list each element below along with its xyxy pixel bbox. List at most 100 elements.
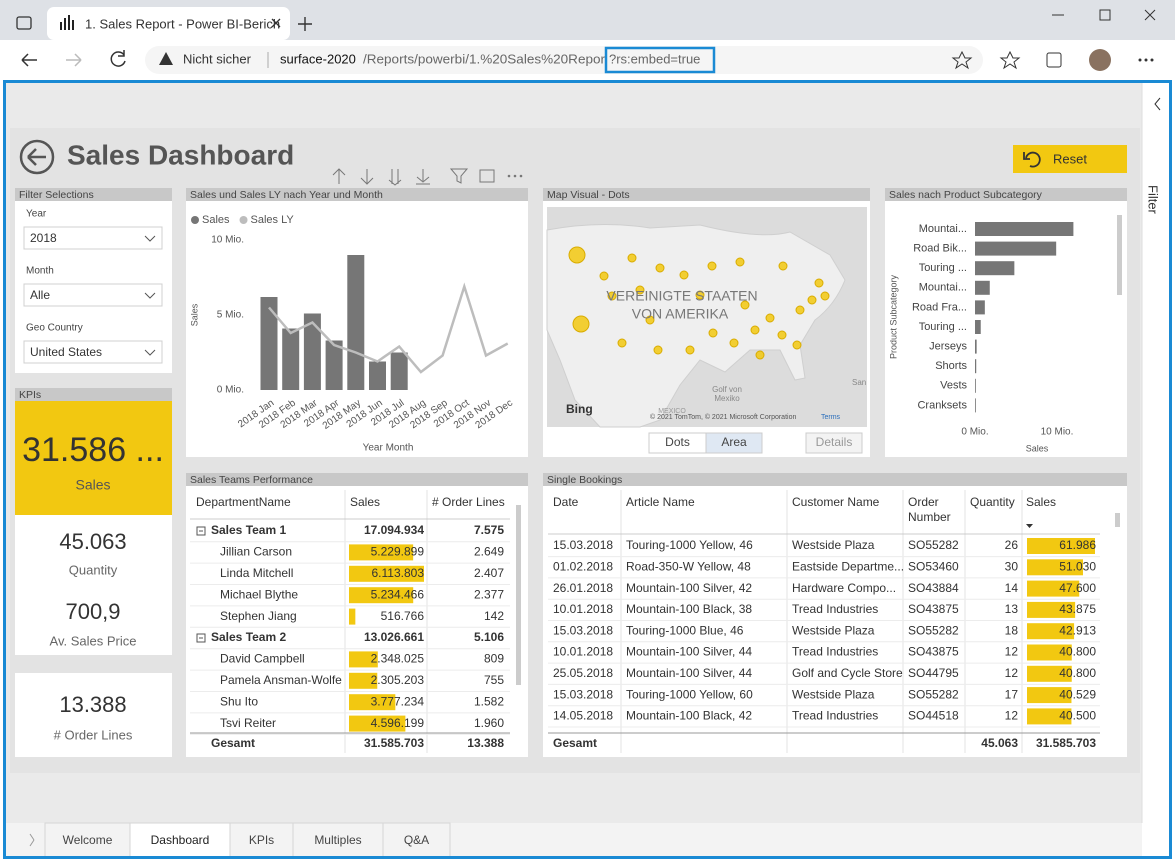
page-tab[interactable]: [229, 822, 294, 858]
page-tab[interactable]: [382, 822, 451, 858]
dropdown-value[interactable]: United States: [30, 345, 102, 359]
column-header[interactable]: # Order Lines: [432, 495, 505, 509]
legend-marker: [239, 216, 248, 224]
filter-pane-label[interactable]: Filter: [1146, 185, 1161, 215]
column-header[interactable]: Customer Name: [792, 495, 880, 509]
y-tick-label: 5 Mio.: [217, 310, 244, 321]
map-dot: [679, 270, 689, 280]
tab-close[interactable]: [271, 18, 281, 28]
expand[interactable]: [1154, 97, 1161, 111]
column-header[interactable]: Order Number: [908, 495, 951, 524]
map-terms[interactable]: Terms: [821, 414, 841, 421]
column-header[interactable]: Date: [553, 495, 579, 509]
map-button-label[interactable]: Area: [721, 435, 747, 449]
cell: David Campbell: [220, 652, 305, 666]
teams-panel-header: [186, 473, 528, 486]
cell: 42.913: [1059, 623, 1096, 637]
cell: 10.01.2018: [553, 602, 613, 616]
page-tab-label[interactable]: Welcome: [63, 833, 113, 847]
page-tab-label[interactable]: Q&A: [404, 833, 429, 847]
cell: Jillian Carson: [220, 545, 292, 559]
warning-icon: [159, 52, 173, 65]
map-panel-title: Map Visual - Dots: [547, 189, 630, 201]
column-header[interactable]: DepartmentName: [196, 495, 291, 509]
back[interactable]: [21, 53, 37, 67]
map-dot: [708, 328, 718, 338]
url-query: ?rs:embed=true: [609, 51, 700, 66]
page-tab-label[interactable]: Multiples: [314, 833, 361, 847]
dropdown-value[interactable]: Alle: [30, 288, 50, 302]
collapse-toggle[interactable]: [196, 633, 206, 643]
map-label: VON AMERIKA: [632, 306, 729, 322]
more-menu[interactable]: [1138, 58, 1154, 62]
map-provider: Bing: [566, 402, 593, 416]
cell: 2.407: [474, 566, 504, 580]
map-dot: [627, 253, 637, 263]
maximize[interactable]: [1099, 9, 1111, 21]
cell: 1.960: [474, 716, 504, 730]
filter-pane[interactable]: [1142, 83, 1172, 823]
filter-panel-header: [15, 188, 172, 201]
page-tab-label[interactable]: Dashboard: [151, 833, 210, 847]
dropdown[interactable]: [23, 226, 163, 250]
favorite[interactable]: [951, 50, 973, 70]
map-button-label[interactable]: Details: [816, 435, 853, 449]
cell: Mountain-100 Black, 38: [626, 602, 752, 616]
cell: 809: [484, 652, 504, 666]
kpi-value: 45.063: [59, 529, 126, 554]
bar: [975, 320, 981, 334]
map-dot: [572, 315, 590, 333]
favorites[interactable]: [999, 50, 1021, 70]
scrollbar-thumb[interactable]: [516, 505, 521, 685]
cell: 12: [1005, 666, 1019, 680]
scrollbar-thumb[interactable]: [1115, 513, 1120, 527]
page-tab[interactable]: [292, 822, 384, 858]
reset-label[interactable]: Reset: [1053, 151, 1087, 166]
scrollbar-thumb[interactable]: [1117, 215, 1122, 295]
reset-button[interactable]: [1013, 145, 1127, 173]
new-tab[interactable]: [298, 17, 312, 31]
bar: [975, 359, 977, 374]
legend-label: Sales: [202, 214, 230, 226]
data-bar: [349, 544, 414, 561]
cell: 12: [1005, 645, 1019, 659]
page-tab[interactable]: [44, 822, 131, 858]
highlight-box: [604, 46, 716, 74]
column-header[interactable]: Sales: [350, 495, 380, 509]
cell: 142: [484, 609, 504, 623]
refresh[interactable]: [110, 50, 126, 67]
kpi-title: KPIs: [19, 389, 41, 401]
visual-toolbar[interactable]: [332, 168, 495, 186]
close-window[interactable]: [1144, 9, 1156, 21]
back-button[interactable]: [19, 139, 55, 175]
collections[interactable]: [1046, 52, 1062, 68]
bar: [975, 398, 976, 413]
visual-more[interactable]: [507, 174, 523, 178]
sort-indicator: [1026, 524, 1033, 528]
map-button[interactable]: [805, 432, 863, 454]
cell: SO44518: [908, 709, 959, 723]
collapse-toggle[interactable]: [196, 526, 206, 536]
active-tab[interactable]: [47, 7, 290, 40]
dropdown-value[interactable]: 2018: [30, 231, 57, 245]
address-bar[interactable]: [145, 46, 983, 74]
map-button[interactable]: [705, 432, 763, 454]
map-dot: [653, 345, 663, 355]
bar-chart-panel-title: Sales nach Product Subcategory: [889, 189, 1043, 201]
map-button-label[interactable]: Dots: [665, 435, 690, 449]
cell: 40.529: [1059, 687, 1096, 701]
column-header[interactable]: Quantity: [970, 495, 1015, 509]
y-tick-label: Cranksets: [917, 399, 967, 411]
forward[interactable]: [66, 53, 82, 67]
dropdown[interactable]: [23, 340, 163, 364]
column-header[interactable]: Article Name: [626, 495, 695, 509]
page-tab-label[interactable]: KPIs: [249, 833, 274, 847]
dropdown[interactable]: [23, 283, 163, 307]
cell: 5.229.899: [371, 545, 425, 559]
cell: Hardware Compo...: [792, 581, 896, 595]
bar: [303, 313, 321, 390]
bar: [975, 300, 985, 315]
column-header[interactable]: Sales: [1026, 495, 1056, 509]
profile[interactable]: [1089, 49, 1111, 71]
